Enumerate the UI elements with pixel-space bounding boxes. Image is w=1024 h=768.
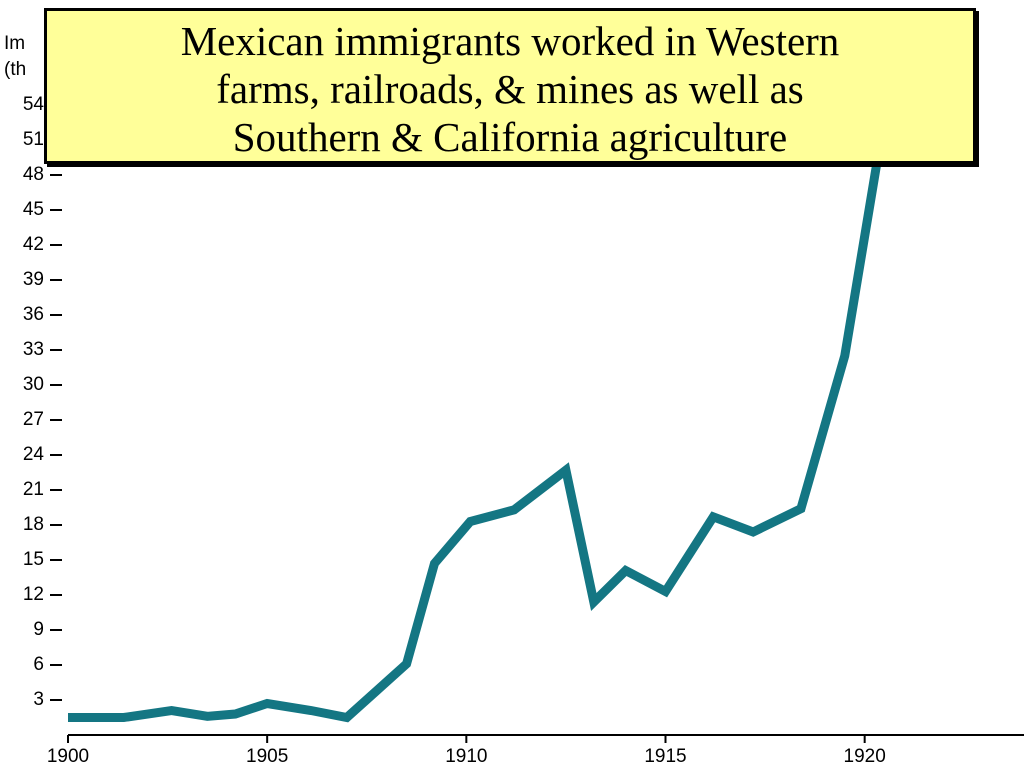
data-line: [68, 57, 894, 723]
annotation-box: Mexican immigrants worked in Western far…: [44, 8, 976, 164]
x-tick-label: 1910: [445, 746, 487, 767]
y-axis-label: Im: [4, 33, 25, 54]
y-tick-label: 12: [23, 584, 44, 605]
y-tick-label: 18: [23, 514, 44, 535]
y-tick-label: 21: [23, 479, 44, 500]
y-tick-label: 27: [23, 409, 44, 430]
annotation-line: farms, railroads, & mines as well as: [216, 66, 804, 112]
x-tick-label: 1905: [246, 746, 288, 767]
y-tick-label: 30: [23, 374, 44, 395]
y-tick-label: 39: [23, 269, 44, 290]
x-tick-label: 1900: [47, 746, 89, 767]
y-tick-label: 6: [33, 654, 44, 675]
y-tick-label: 24: [23, 444, 45, 465]
y-tick-label: 51: [23, 129, 44, 150]
y-tick-label: 42: [23, 234, 44, 255]
y-tick-label: 48: [23, 164, 44, 185]
annotation-line: Southern & California agriculture: [232, 114, 788, 160]
y-tick-label: 36: [23, 304, 44, 325]
y-tick-label: 9: [33, 619, 44, 640]
y-tick-label: 15: [23, 549, 44, 570]
y-tick-label: 54: [23, 94, 45, 115]
y-tick-label: 45: [23, 199, 44, 220]
y-tick-label: 33: [23, 339, 44, 360]
x-tick-label: 1915: [644, 746, 686, 767]
annotation-line: Mexican immigrants worked in Western: [180, 18, 840, 64]
y-axis-label: (th: [4, 59, 26, 80]
y-tick-label: 3: [33, 689, 44, 710]
x-tick-label: 1920: [844, 746, 886, 767]
